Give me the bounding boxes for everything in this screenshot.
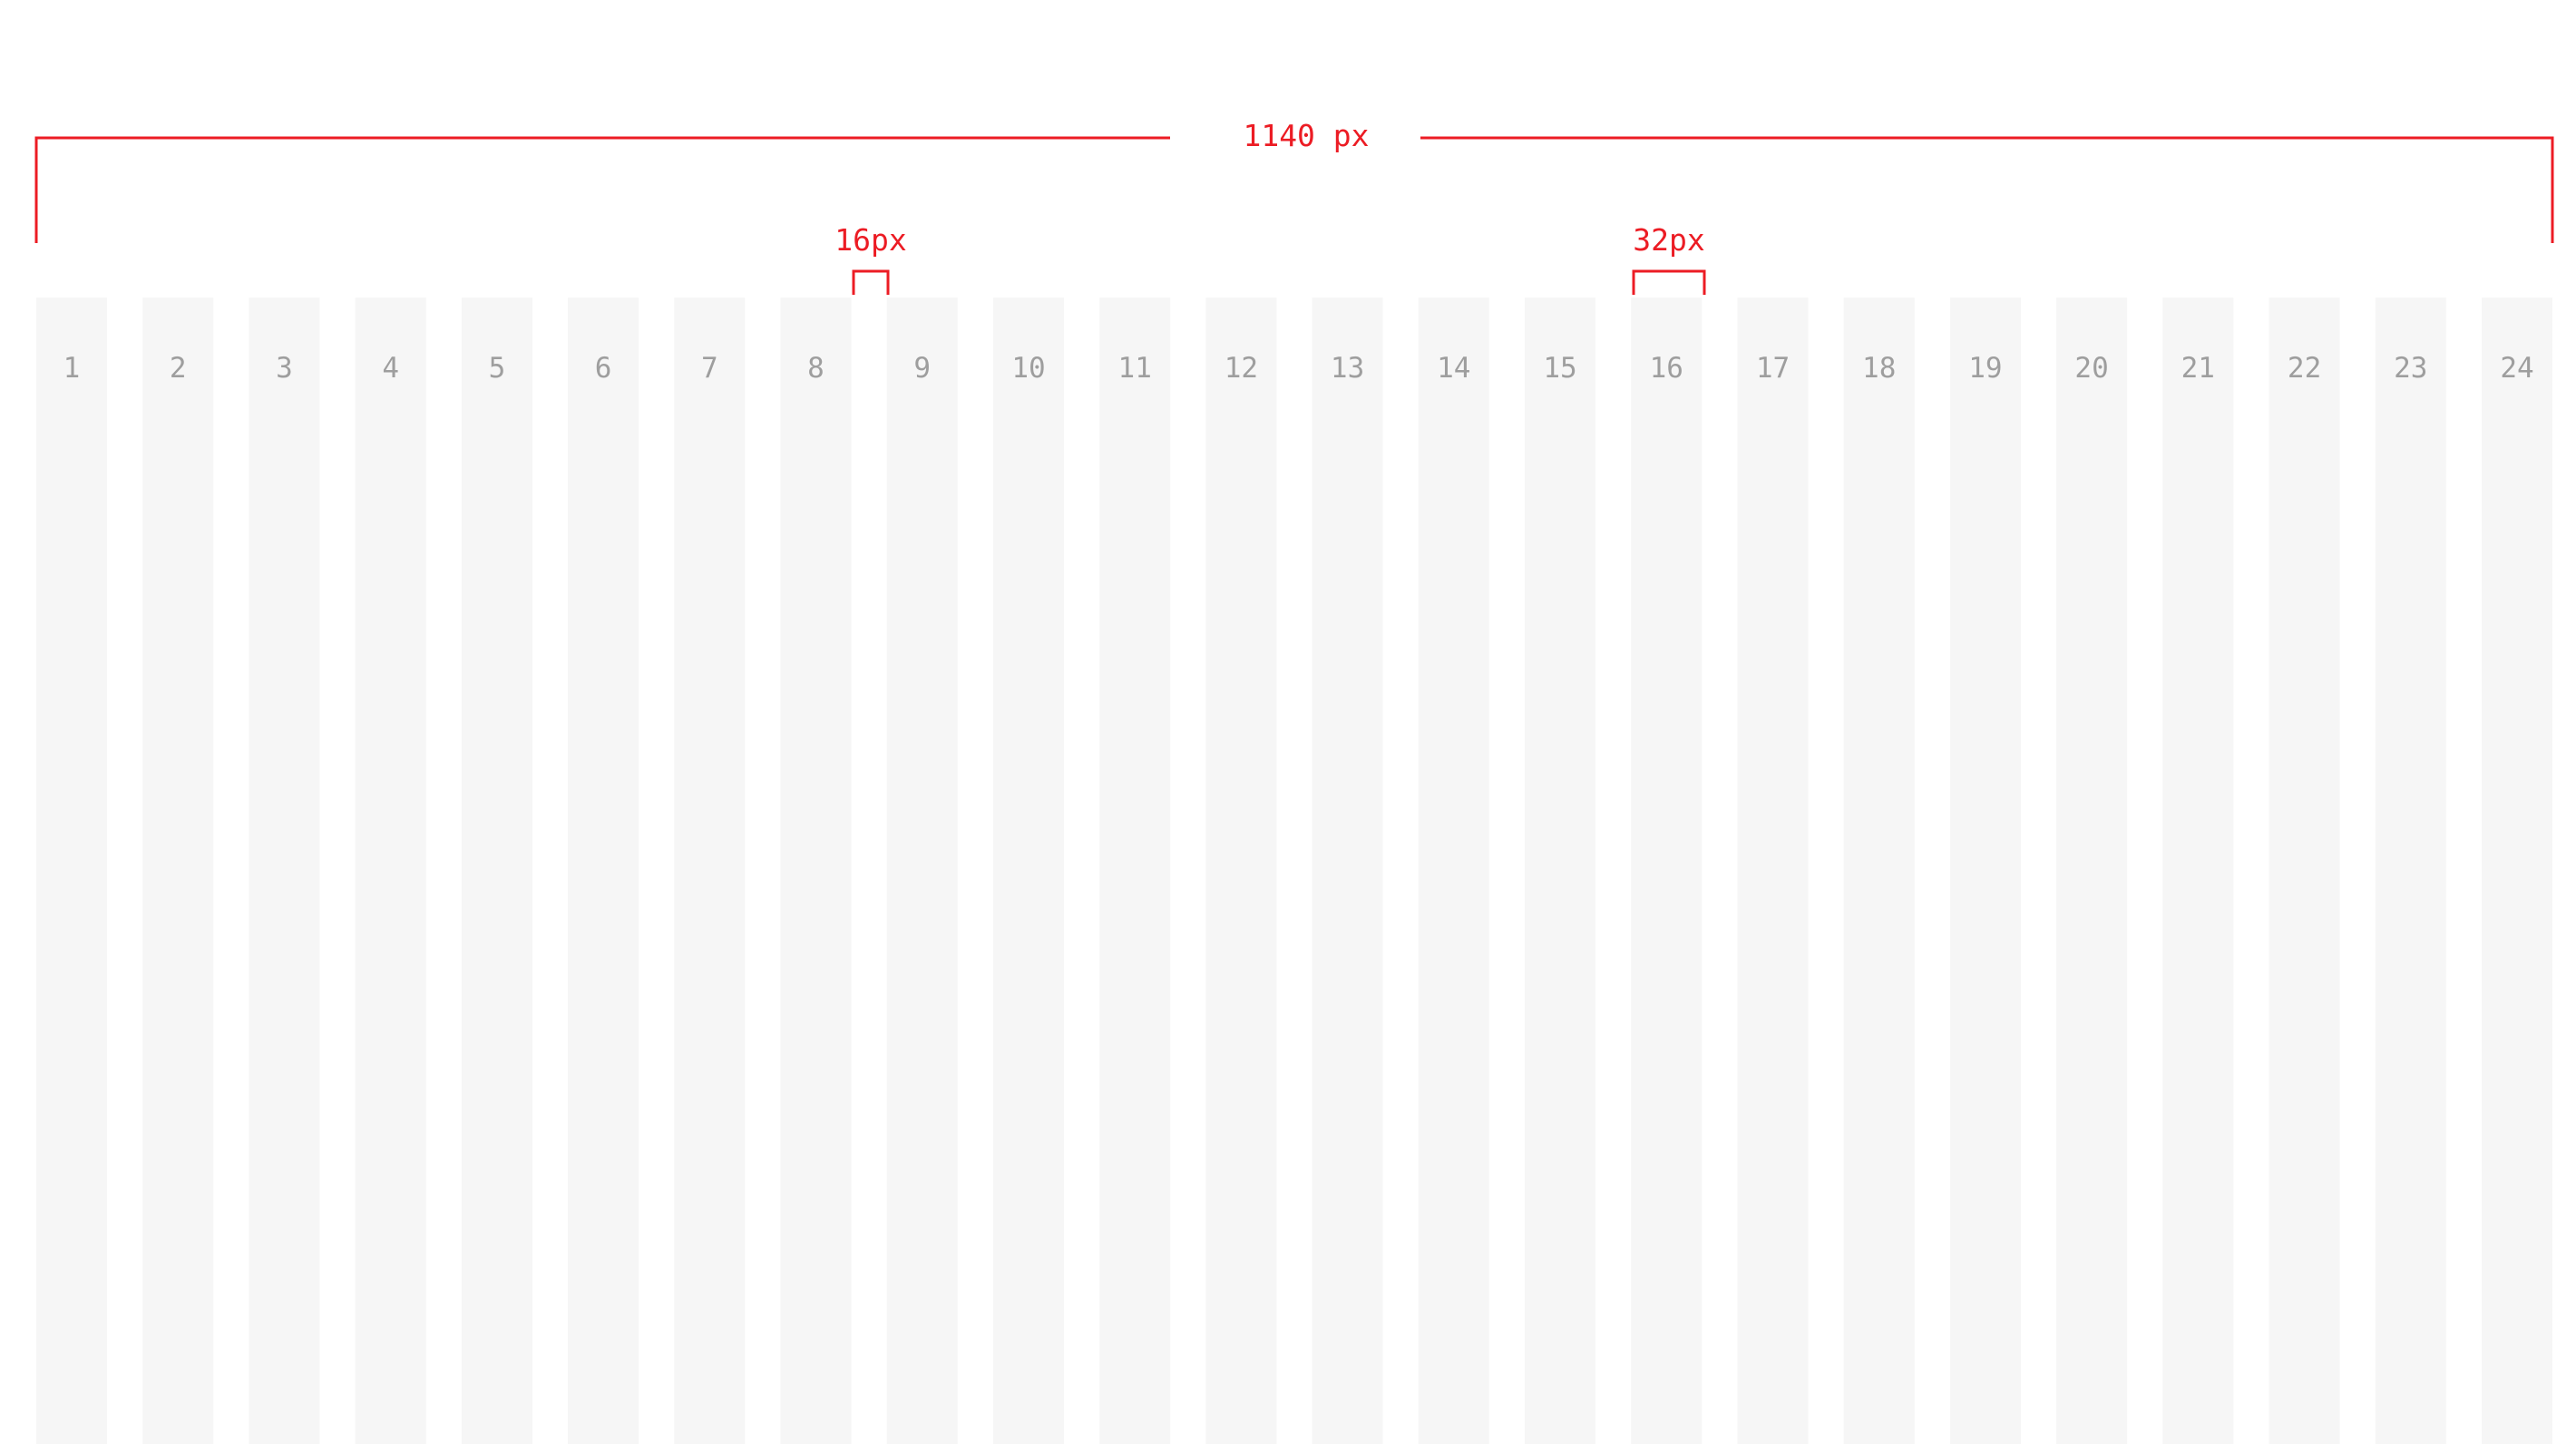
grid-column-12 [1205,298,1277,1444]
grid-column-label: 19 [1968,352,2002,385]
grid-column-15 [1525,298,1595,1444]
grid-column-label: 2 [170,352,187,385]
grid-column-22 [2269,298,2340,1444]
grid-column-16 [1631,298,1703,1444]
grid-column-8 [780,298,852,1444]
grid-column-13 [1312,298,1383,1444]
total-width-dimension [34,136,2554,243]
grid-column-24 [2482,298,2552,1444]
grid-column-label: 11 [1118,352,1152,385]
grid-column-17 [1737,298,1809,1444]
grid-column-label: 16 [1650,352,1683,385]
total-width-bracket-right [1420,136,2554,243]
grid-column-label: 23 [2394,352,2427,385]
grid-column-label: 24 [2500,352,2533,385]
total-width-label: 1140 px [1243,118,1369,153]
grid-column-label: 18 [1862,352,1896,385]
grid-column-5 [461,298,532,1444]
grid-column-9 [886,298,958,1444]
grid-column-23 [2375,298,2446,1444]
column-width-label: 32px [1633,222,1704,258]
grid-column-label: 22 [2288,352,2321,385]
grid-column-3 [249,298,320,1444]
grid-column-20 [2056,298,2128,1444]
grid-column-1 [36,298,107,1444]
grid-column-label: 13 [1331,352,1364,385]
grid-column-21 [2162,298,2234,1444]
grid-column-label: 21 [2181,352,2215,385]
gutter-width-label: 16px [834,222,906,258]
grid-column-18 [1843,298,1915,1444]
grid-column-label: 7 [701,352,718,385]
grid-column-label: 6 [595,352,612,385]
grid-column-label: 17 [1756,352,1790,385]
grid-column-label: 3 [276,352,293,385]
grid-column-label: 12 [1225,352,1258,385]
total-width-bracket-left [34,136,1170,243]
grid-column-label: 14 [1437,352,1470,385]
grid-column-2 [142,298,214,1444]
grid-column-label: 9 [913,352,931,385]
grid-column-6 [568,298,639,1444]
grid-column-label: 20 [2074,352,2108,385]
grid-column-4 [355,298,426,1444]
grid-columns: 1 2 3 4 5 6 7 8 9 10 11 12 13 14 15 16 17 18 19 20 21 22 23 24 [36,298,2552,1444]
grid-column-7 [674,298,746,1444]
gutter-bracket [852,269,890,295]
grid-column-label: 10 [1011,352,1045,385]
grid-column-label: 15 [1543,352,1576,385]
column-width-bracket [1632,269,1706,295]
grid-column-label: 1 [63,352,81,385]
grid-column-label: 5 [489,352,506,385]
grid-column-label: 8 [807,352,825,385]
grid-column-19 [1949,298,2021,1444]
grid-column-11 [1099,298,1171,1444]
grid-column-label: 4 [382,352,399,385]
grid-column-10 [993,298,1064,1444]
grid-column-14 [1418,298,1489,1444]
